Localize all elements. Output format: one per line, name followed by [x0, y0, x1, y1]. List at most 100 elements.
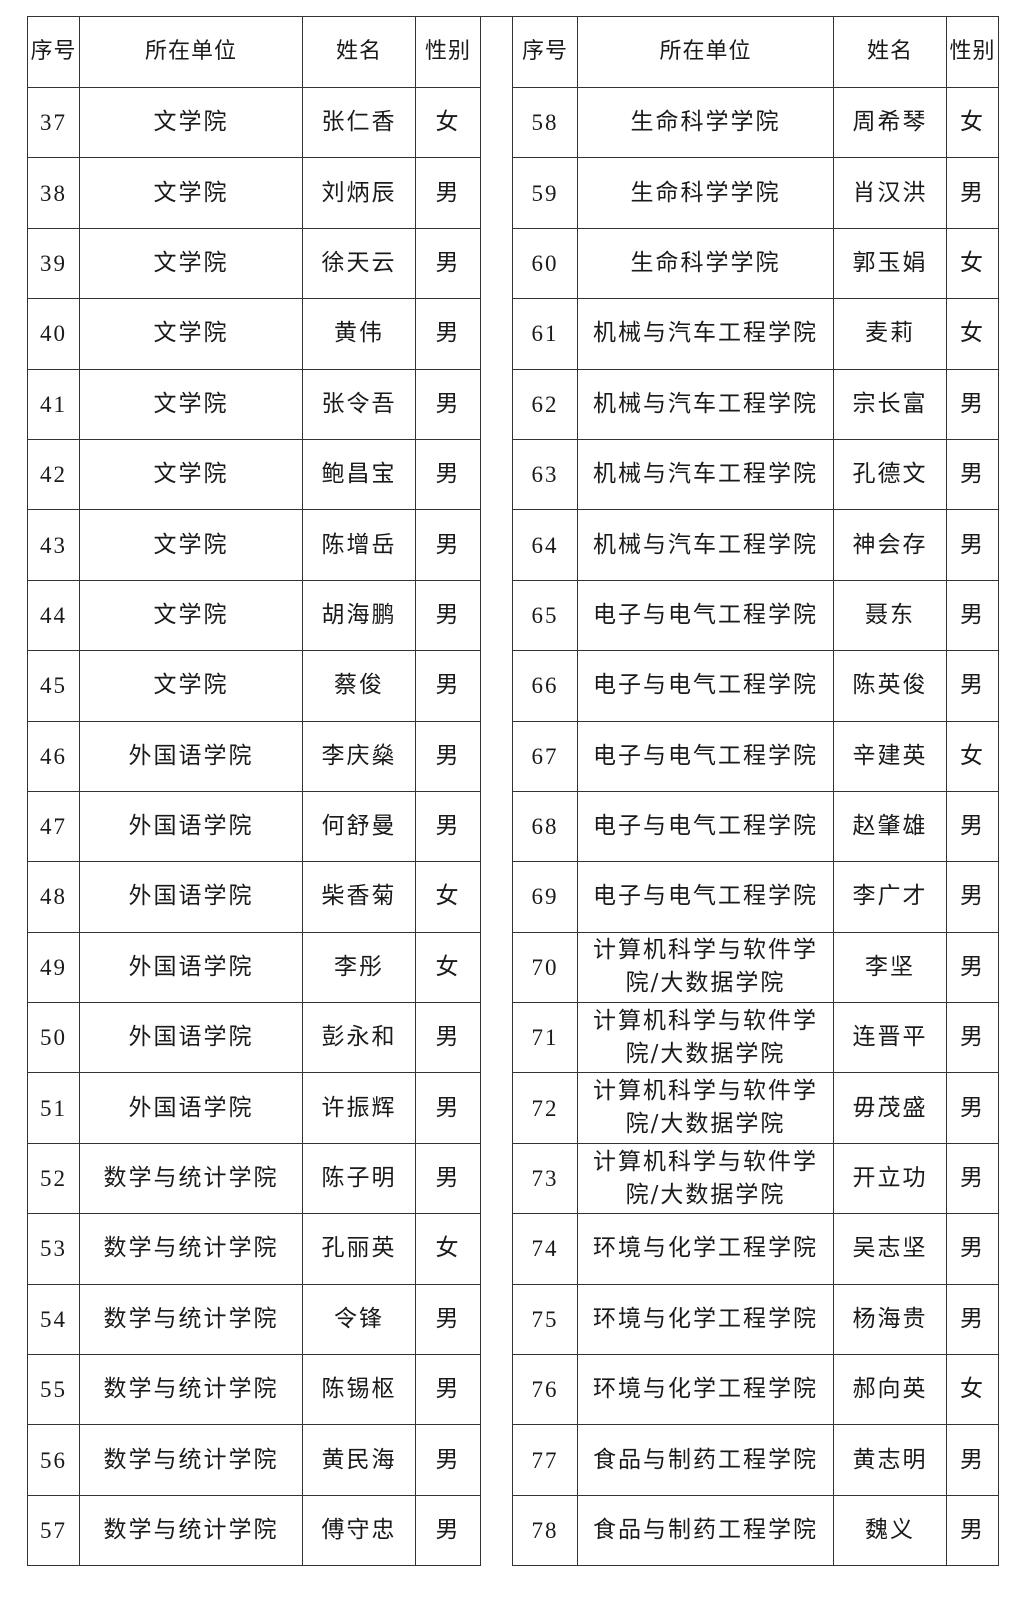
header-name: 姓名 [833, 16, 947, 88]
row-name: 陈英俊 [833, 650, 947, 722]
table-row: 69 电子与电气工程学院 李广才男 [512, 861, 999, 933]
row-name: 李坚 [833, 931, 947, 1004]
row-gender: 男 [946, 438, 999, 511]
row-gender: 男 [946, 650, 999, 722]
row-unit: 电子与电气工程学院 [577, 861, 834, 933]
header-index: 序号 [512, 16, 578, 88]
row-unit: 文学院 [79, 438, 303, 511]
row-gender: 男 [415, 1494, 481, 1567]
row-name: 吴志坚 [833, 1213, 947, 1285]
row-index: 51 [27, 1072, 80, 1144]
row-unit: 文学院 [79, 368, 303, 440]
row-name: 李彤 [302, 931, 416, 1004]
row-name: 孔丽英 [302, 1213, 416, 1285]
row-gender: 男 [415, 790, 481, 863]
row-index: 57 [27, 1494, 80, 1567]
row-unit: 电子与电气工程学院 [577, 650, 834, 722]
row-gender: 女 [415, 86, 481, 159]
table-row: 75 环境与化学工程学院 杨海贵男 [512, 1283, 999, 1356]
table-row: 62 机械与汽车工程学院 宗长富男 [512, 368, 999, 440]
table-row: 56 数学与统计学院 黄民海男 [27, 1424, 481, 1496]
table-row: 70 计算机科学与软件学院/大数据学院 李坚男 [512, 931, 999, 1004]
row-index: 73 [512, 1142, 578, 1215]
table-row: 42 文学院 鲍昌宝男 [27, 438, 481, 511]
row-index: 42 [27, 438, 80, 511]
row-name: 毋茂盛 [833, 1072, 947, 1144]
row-name: 连晋平 [833, 1002, 947, 1074]
row-gender: 男 [415, 227, 481, 300]
row-name: 黄志明 [833, 1424, 947, 1496]
row-gender: 女 [415, 861, 481, 933]
table-row: 76 环境与化学工程学院 郝向英女 [512, 1354, 999, 1426]
row-gender: 女 [946, 86, 999, 159]
row-index: 37 [27, 86, 80, 159]
table-row: 47 外国语学院 何舒曼男 [27, 790, 481, 863]
row-gender: 男 [415, 1072, 481, 1144]
row-gender: 男 [946, 1424, 999, 1496]
row-index: 52 [27, 1142, 80, 1215]
row-gender: 男 [415, 720, 481, 792]
row-unit: 食品与制药工程学院 [577, 1494, 834, 1567]
row-name: 陈增岳 [302, 509, 416, 581]
row-unit: 文学院 [79, 86, 303, 159]
table-row: 71 计算机科学与软件学院/大数据学院 连晋平男 [512, 1002, 999, 1074]
row-unit: 文学院 [79, 509, 303, 581]
row-index: 66 [512, 650, 578, 722]
table-row: 50 外国语学院 彭永和男 [27, 1002, 481, 1074]
table-row: 64 机械与汽车工程学院 神会存男 [512, 509, 999, 581]
row-unit: 电子与电气工程学院 [577, 720, 834, 792]
table-row: 78 食品与制药工程学院 魏义男 [512, 1494, 999, 1567]
row-index: 70 [512, 931, 578, 1004]
row-name: 刘炳辰 [302, 157, 416, 229]
row-name: 周希琴 [833, 86, 947, 159]
table-row: 45 文学院 蔡俊男 [27, 650, 481, 722]
row-unit: 数学与统计学院 [79, 1354, 303, 1426]
table-row: 61 机械与汽车工程学院 麦莉女 [512, 298, 999, 370]
row-unit: 文学院 [79, 650, 303, 722]
row-unit: 计算机科学与软件学院/大数据学院 [577, 1072, 834, 1144]
row-name: 郭玉娟 [833, 227, 947, 300]
row-unit: 文学院 [79, 227, 303, 300]
row-unit: 外国语学院 [79, 720, 303, 792]
row-name: 令锋 [302, 1283, 416, 1356]
row-unit: 文学院 [79, 298, 303, 370]
row-unit: 机械与汽车工程学院 [577, 368, 834, 440]
row-unit: 环境与化学工程学院 [577, 1354, 834, 1426]
row-index: 46 [27, 720, 80, 792]
row-index: 63 [512, 438, 578, 511]
row-gender: 男 [946, 1494, 999, 1567]
row-unit: 外国语学院 [79, 1002, 303, 1074]
row-unit: 外国语学院 [79, 790, 303, 863]
row-gender: 女 [946, 1354, 999, 1426]
row-index: 44 [27, 579, 80, 652]
row-unit: 文学院 [79, 157, 303, 229]
row-index: 50 [27, 1002, 80, 1074]
header-name: 姓名 [302, 16, 416, 88]
row-name: 孔德文 [833, 438, 947, 511]
row-name: 鲍昌宝 [302, 438, 416, 511]
row-index: 67 [512, 720, 578, 792]
row-index: 55 [27, 1354, 80, 1426]
row-index: 59 [512, 157, 578, 229]
row-gender: 女 [415, 1213, 481, 1285]
row-index: 78 [512, 1494, 578, 1567]
table-row: 54 数学与统计学院 令锋男 [27, 1283, 481, 1356]
row-unit: 机械与汽车工程学院 [577, 298, 834, 370]
row-gender: 男 [946, 1072, 999, 1144]
row-index: 77 [512, 1424, 578, 1496]
row-unit: 外国语学院 [79, 1072, 303, 1144]
row-index: 41 [27, 368, 80, 440]
row-index: 65 [512, 579, 578, 652]
table-row: 52 数学与统计学院 陈子明男 [27, 1142, 481, 1215]
header-row: 序号 所在单位 姓名 性别 [27, 16, 481, 88]
row-gender: 女 [946, 298, 999, 370]
row-gender: 男 [415, 1142, 481, 1215]
row-index: 74 [512, 1213, 578, 1285]
row-name: 赵肇雄 [833, 790, 947, 863]
row-name: 魏义 [833, 1494, 947, 1567]
row-index: 62 [512, 368, 578, 440]
row-unit: 生命科学学院 [577, 157, 834, 229]
row-name: 开立功 [833, 1142, 947, 1215]
row-gender: 男 [415, 1354, 481, 1426]
row-name: 聂东 [833, 579, 947, 652]
